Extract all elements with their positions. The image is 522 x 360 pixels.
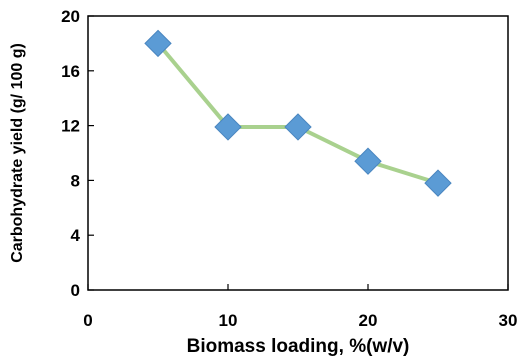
- data-point: [284, 113, 312, 141]
- x-tick-label: 20: [359, 311, 378, 330]
- plot-area: [87, 15, 509, 291]
- x-tick-label: 30: [499, 311, 518, 330]
- y-tick-label: 8: [71, 171, 80, 190]
- y-tick-label: 12: [61, 117, 80, 136]
- x-axis-title: Biomass loading, %(w/v): [187, 336, 410, 357]
- y-tick-label: 4: [71, 226, 81, 245]
- data-point: [424, 169, 452, 197]
- y-tick-label: 16: [61, 62, 80, 81]
- y-tick-label: 0: [71, 281, 80, 300]
- data-point: [354, 147, 382, 175]
- x-tick-label: 10: [219, 311, 238, 330]
- x-axis-ticks: 0 10 20 30: [83, 284, 517, 330]
- y-tick-label: 20: [61, 7, 80, 26]
- series: [144, 29, 452, 197]
- x-tick-label: 0: [83, 311, 92, 330]
- data-point: [214, 113, 242, 141]
- y-axis-ticks: 0 4 8 12 16 20: [61, 7, 94, 300]
- y-axis-title: Carbohydrate yield (g/ 100 g): [9, 43, 26, 263]
- data-point: [144, 29, 172, 58]
